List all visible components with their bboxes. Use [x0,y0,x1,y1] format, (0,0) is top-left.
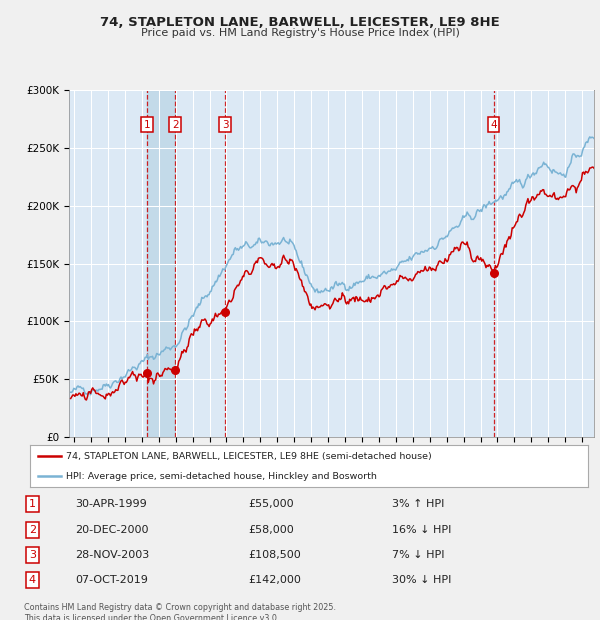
Text: 20-DEC-2000: 20-DEC-2000 [76,525,149,535]
Text: Price paid vs. HM Land Registry's House Price Index (HPI): Price paid vs. HM Land Registry's House … [140,28,460,38]
Text: 7% ↓ HPI: 7% ↓ HPI [392,550,445,560]
Text: 3: 3 [221,120,228,130]
Text: £55,000: £55,000 [248,499,294,509]
Text: 30% ↓ HPI: 30% ↓ HPI [392,575,452,585]
Text: 4: 4 [490,120,497,130]
Text: 3% ↑ HPI: 3% ↑ HPI [392,499,445,509]
Text: £142,000: £142,000 [248,575,301,585]
Bar [148,90,175,437]
Text: 07-OCT-2019: 07-OCT-2019 [76,575,148,585]
Text: £58,000: £58,000 [248,525,294,535]
Text: 1: 1 [144,120,151,130]
Text: Contains HM Land Registry data © Crown copyright and database right 2025.
This d: Contains HM Land Registry data © Crown c… [24,603,336,620]
Text: 2: 2 [172,120,178,130]
Text: 74, STAPLETON LANE, BARWELL, LEICESTER, LE9 8HE: 74, STAPLETON LANE, BARWELL, LEICESTER, … [100,16,500,29]
Text: 3: 3 [29,550,36,560]
Text: HPI: Average price, semi-detached house, Hinckley and Bosworth: HPI: Average price, semi-detached house,… [66,472,377,480]
Text: 30-APR-1999: 30-APR-1999 [76,499,148,509]
Text: 28-NOV-2003: 28-NOV-2003 [76,550,150,560]
Text: 74, STAPLETON LANE, BARWELL, LEICESTER, LE9 8HE (semi-detached house): 74, STAPLETON LANE, BARWELL, LEICESTER, … [66,452,432,461]
Text: £108,500: £108,500 [248,550,301,560]
Text: 2: 2 [29,525,36,535]
Text: 1: 1 [29,499,36,509]
Text: 4: 4 [29,575,36,585]
Text: 16% ↓ HPI: 16% ↓ HPI [392,525,452,535]
